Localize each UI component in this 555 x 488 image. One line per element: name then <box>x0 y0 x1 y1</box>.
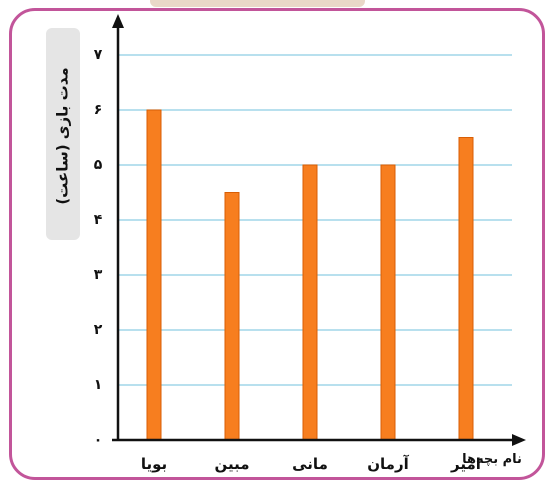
axes <box>112 14 526 446</box>
y-axis-arrow <box>112 14 124 28</box>
bars <box>146 109 474 441</box>
chart-frame <box>9 8 545 480</box>
y-axis-label-background <box>46 28 80 240</box>
y-tick-label: ۳ <box>94 267 103 283</box>
x-axis-label: نام بچه‌ها <box>462 452 522 467</box>
bar <box>302 164 318 441</box>
bar <box>458 137 474 441</box>
x-tick-label: مبین <box>214 455 249 473</box>
x-tick-label: مانی <box>292 455 328 473</box>
y-tick-label: ۶ <box>94 102 103 118</box>
x-tick-label: بویا <box>141 455 167 473</box>
y-tick-label: ۴ <box>94 212 103 228</box>
y-tick-labels: ۰ ۱ ۲ ۳ ۴ ۵ ۶ ۷ <box>94 47 103 448</box>
x-tick-labels: بویا مبین مانی آرمان امیر <box>141 455 481 473</box>
bar <box>380 164 396 441</box>
x-axis-arrow <box>512 434 526 446</box>
y-tick-label: ۵ <box>94 157 103 173</box>
y-tick-label: ۷ <box>94 47 103 63</box>
bar <box>146 109 162 441</box>
x-tick-label: امیر <box>450 455 481 473</box>
y-tick-label: ۲ <box>94 322 103 338</box>
y-axis-label: مدت بازی (ساعت) <box>54 67 72 204</box>
top-decoration <box>150 0 365 7</box>
bar <box>224 192 240 441</box>
y-tick-label: ۰ <box>94 432 103 448</box>
x-tick-label: آرمان <box>367 455 409 473</box>
y-tick-label: ۱ <box>94 377 103 393</box>
